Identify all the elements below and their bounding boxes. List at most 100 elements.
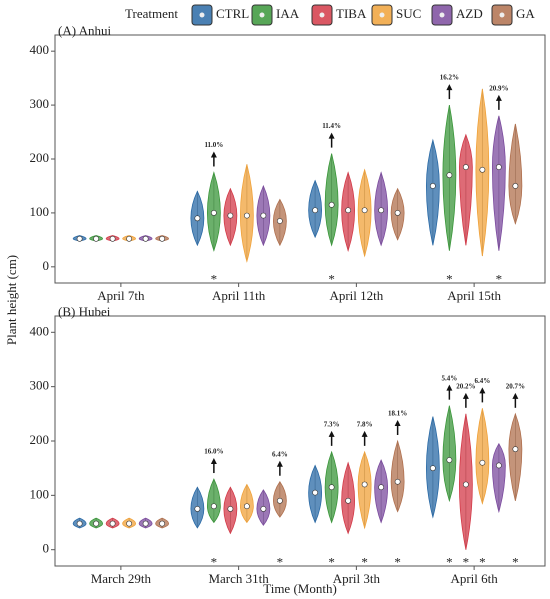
annotation: 20.2%	[456, 382, 475, 390]
median	[394, 478, 401, 485]
significance: *	[211, 555, 218, 570]
median	[328, 484, 335, 491]
x-tick-label: April 6th	[450, 571, 498, 586]
arrow-head	[446, 84, 453, 91]
violin	[491, 115, 506, 251]
median	[328, 201, 335, 208]
legend-label: SUC	[396, 6, 421, 21]
annotation: 6.4%	[475, 377, 491, 385]
annotation: 20.9%	[489, 84, 508, 92]
legend-dot	[499, 12, 505, 18]
median	[462, 481, 469, 488]
median	[260, 506, 267, 512]
violin	[442, 405, 457, 503]
median	[276, 497, 283, 504]
arrow-head	[462, 392, 469, 399]
y-tick-label: 400	[30, 42, 50, 57]
arrow-head	[210, 151, 217, 158]
median	[243, 212, 250, 219]
annotation: 16.0%	[204, 448, 223, 456]
median	[361, 207, 368, 214]
significance: *	[328, 555, 335, 570]
x-tick-label: March 31th	[208, 571, 269, 586]
x-tick-label: April 15th	[447, 288, 501, 303]
median	[109, 520, 116, 527]
median	[479, 166, 486, 173]
x-axis-label: Time (Month)	[263, 581, 337, 596]
median	[142, 235, 149, 242]
violin	[425, 138, 440, 246]
significance: *	[463, 555, 470, 570]
median	[109, 235, 116, 242]
violin	[206, 478, 221, 524]
median	[312, 207, 319, 214]
median	[93, 520, 100, 527]
significance: *	[496, 272, 503, 287]
x-tick-label: April 11th	[212, 288, 266, 303]
y-tick-label: 100	[30, 486, 50, 501]
median	[446, 172, 453, 179]
y-tick-label: 0	[43, 541, 50, 556]
arrow-head	[276, 460, 283, 467]
arrow-head	[495, 94, 502, 101]
x-tick-label: April 12th	[329, 288, 383, 303]
violin	[458, 133, 473, 246]
violin	[508, 412, 523, 501]
significance: *	[361, 555, 368, 570]
legend-label: GA	[516, 6, 535, 21]
median	[462, 164, 469, 170]
legend-dot	[259, 12, 265, 18]
y-tick-label: 200	[30, 432, 50, 447]
median	[312, 489, 319, 496]
legend-label: IAA	[276, 6, 300, 21]
legend-label: AZD	[456, 6, 483, 21]
arrow-head	[512, 392, 519, 399]
annotation: 7.3%	[324, 420, 340, 428]
annotation: 5.4%	[442, 374, 458, 382]
median	[378, 484, 385, 491]
annotation: 11.0%	[204, 141, 223, 149]
median	[210, 503, 217, 510]
median	[194, 215, 201, 222]
median	[159, 235, 166, 242]
median	[194, 506, 201, 512]
median	[394, 210, 401, 216]
annotation: 7.8%	[357, 420, 373, 428]
y-tick-label: 0	[43, 258, 50, 273]
median	[429, 465, 436, 472]
median	[126, 520, 133, 527]
median	[243, 503, 250, 510]
annotation: 18.1%	[388, 410, 407, 418]
annotation: 20.7%	[506, 382, 525, 390]
legend-label: TIBA	[336, 6, 367, 21]
median	[495, 462, 502, 469]
legend-dot	[199, 12, 205, 18]
median	[227, 212, 234, 219]
median	[429, 183, 436, 189]
x-tick-label: March 29th	[91, 571, 152, 586]
legend-dot	[439, 12, 445, 18]
median	[76, 235, 83, 242]
y-tick-label: 300	[30, 378, 50, 393]
arrow-head	[446, 384, 453, 391]
significance: *	[277, 555, 284, 570]
significance: *	[446, 272, 453, 287]
arrow-head	[328, 430, 335, 437]
arrow-head	[210, 458, 217, 465]
median	[512, 183, 519, 189]
median	[93, 235, 100, 242]
y-tick-label: 300	[30, 96, 50, 111]
legend-dot	[319, 12, 325, 18]
y-tick-label: 400	[30, 323, 50, 338]
significance: *	[328, 272, 335, 287]
significance: *	[512, 555, 519, 570]
violin	[324, 153, 339, 247]
annotation: 11.4%	[322, 122, 341, 130]
significance: *	[394, 555, 401, 570]
median	[345, 207, 352, 214]
y-axis-label: Plant height (cm)	[4, 255, 19, 345]
x-tick-label: April 7th	[97, 288, 145, 303]
median	[495, 164, 502, 170]
legend-label: CTRL	[216, 6, 249, 21]
median	[76, 520, 83, 527]
